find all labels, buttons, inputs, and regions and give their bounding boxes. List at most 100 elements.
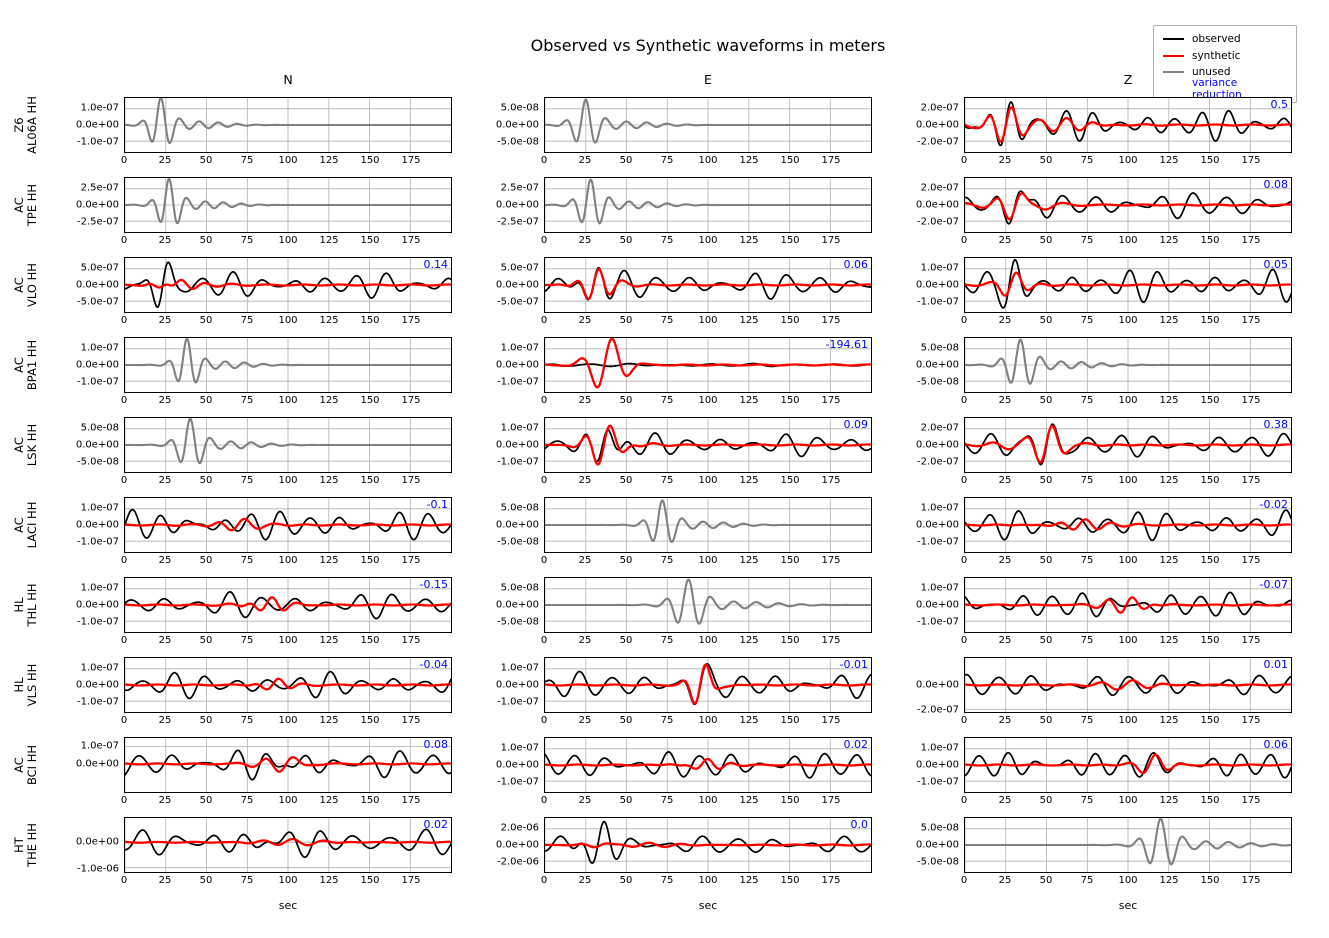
x-tick-label: 125 [1159, 315, 1179, 326]
legend-item-unused: unused [1163, 64, 1287, 81]
station-label-text: HL VLS HH [12, 663, 39, 707]
x-tick-label: 75 [1080, 555, 1094, 566]
plot-area [964, 817, 1292, 873]
column-header-Z: Z [1123, 72, 1133, 87]
observed-trace [965, 751, 1291, 779]
x-tick-label: 150 [360, 555, 380, 566]
y-tick-label: -1.0e-07 [917, 536, 959, 548]
x-tick-label: 175 [401, 875, 421, 886]
x-tick-label: 175 [401, 795, 421, 806]
x-tick-label: 150 [780, 315, 800, 326]
y-tick-label: 1.0e-07 [80, 502, 119, 514]
x-tick-label: 75 [240, 155, 254, 166]
x-tick-label: 50 [619, 475, 633, 486]
x-tick-label: 100 [698, 555, 718, 566]
x-tick-label: 100 [1118, 875, 1138, 886]
y-axis-ticks: 1.0e-07 0.0e+00 -1.0e-07 [52, 657, 124, 713]
subplot-bpa1-e: -194.61 0 25 50 75 100 125 150 175 [541, 337, 872, 417]
plot-area [124, 97, 452, 153]
subplot-thl-z: -0.07 0 25 50 75 100 125 150 175 [961, 577, 1292, 657]
unused-trace [125, 418, 451, 465]
x-tick-label: 50 [1039, 875, 1053, 886]
waveform-row-laci: AC LACI HH 1.0e-07 0.0e+00 -1.0e-07 -0.1 0 25 50… [0, 497, 1329, 577]
x-tick-label: 100 [698, 875, 718, 886]
x-tick-label: 50 [619, 875, 633, 886]
x-tick-label: 25 [578, 555, 592, 566]
variance-reduction-value: 0.0 [850, 818, 869, 831]
x-axis-ticks: 0 25 50 75 100 125 150 175 [121, 313, 452, 329]
x-tick-label: 100 [698, 315, 718, 326]
x-tick-label: 50 [199, 235, 213, 246]
x-tick-label: 0 [960, 475, 968, 486]
y-tick-label: 5.0e-08 [80, 422, 119, 434]
subplot-al06a-n: 0 25 50 75 100 125 150 175 [121, 97, 452, 177]
x-tick-label: 175 [401, 315, 421, 326]
unused-trace [545, 499, 871, 543]
waveform-canvas [965, 738, 1291, 792]
x-tick-label: 50 [199, 715, 213, 726]
x-tick-label: 150 [1200, 555, 1220, 566]
y-tick-label: 1.0e-07 [500, 662, 539, 674]
plot-area [544, 177, 872, 233]
station-code: VLS HH [25, 663, 39, 707]
variance-reduction-value: 0.14 [423, 258, 449, 271]
legend-swatch-unused [1163, 71, 1184, 74]
y-tick-label: 0.0e+00 [915, 599, 959, 611]
x-tick-label: 175 [401, 475, 421, 486]
x-axis-label-row: sec sec sec [0, 897, 1329, 919]
x-tick-label: 0 [540, 315, 548, 326]
x-tick-label: 25 [998, 715, 1012, 726]
y-axis-ticks: 5.0e-07 0.0e+00 -5.0e-07 [452, 257, 544, 313]
y-tick-label: 1.0e-07 [500, 342, 539, 354]
plot-area [544, 497, 872, 553]
x-tick-label: 75 [660, 715, 674, 726]
x-tick-label: 75 [1080, 235, 1094, 246]
y-axis-ticks: 5.0e-08 0.0e+00 -5.0e-08 [52, 417, 124, 473]
x-tick-label: 0 [960, 235, 968, 246]
station-code: LSK HH [25, 423, 39, 467]
waveform-canvas [545, 98, 871, 152]
x-tick-label: 0 [120, 475, 128, 486]
x-tick-label: 75 [660, 315, 674, 326]
station-code: THE HH [25, 823, 39, 867]
x-tick-label: 100 [278, 235, 298, 246]
x-tick-label: 0 [960, 715, 968, 726]
y-tick-label: -5.0e-08 [917, 856, 959, 868]
y-tick-label: 0.0e+00 [75, 439, 119, 451]
x-tick-label: 50 [619, 555, 633, 566]
plot-area: 0.05 [964, 257, 1292, 313]
subplot-lsk-e: 0.09 0 25 50 75 100 125 150 175 [541, 417, 872, 497]
x-tick-label: 75 [660, 155, 674, 166]
x-tick-label: 25 [158, 795, 172, 806]
x-axis-ticks: 0 25 50 75 100 125 150 175 [540, 713, 872, 729]
y-axis-ticks: 5.0e-08 0.0e+00 -5.0e-08 [872, 337, 964, 393]
y-tick-label: 0.0e+00 [915, 439, 959, 451]
station-code: AL06A HH [25, 96, 39, 154]
station-label-text: HL THL HH [12, 583, 39, 626]
x-tick-label: 150 [1200, 235, 1220, 246]
y-tick-label: 0.0e+00 [75, 836, 119, 848]
y-axis-ticks: 5.0e-07 0.0e+00 -5.0e-07 [52, 257, 124, 313]
x-tick-label: 0 [120, 555, 128, 566]
plot-area: 0.02 [544, 737, 872, 793]
x-tick-label: 25 [578, 875, 592, 886]
waveform-canvas [125, 258, 451, 312]
y-axis-ticks: 2.5e-07 0.0e+00 -2.5e-07 [52, 177, 124, 233]
x-tick-label: 175 [401, 555, 421, 566]
x-tick-label: 0 [960, 875, 968, 886]
subplot-bci-z: 0.06 0 25 50 75 100 125 150 175 [961, 737, 1292, 817]
station-code: LACI HH [25, 501, 39, 549]
legend-item-variance-reduction: variance reduction [1163, 77, 1287, 101]
x-tick-label: 75 [660, 395, 674, 406]
plot-area [124, 417, 452, 473]
waveform-row-tpe: AC TPE HH 2.5e-07 0.0e+00 -2.5e-07 0 25 50 75 100… [0, 177, 1329, 257]
x-tick-label: 50 [1039, 635, 1053, 646]
x-tick-label: 175 [821, 795, 841, 806]
synthetic-trace [965, 106, 1291, 143]
y-tick-label: 5.0e-08 [500, 102, 539, 114]
waveform-canvas [965, 578, 1291, 632]
x-tick-label: 100 [1118, 155, 1138, 166]
x-tick-label: 0 [540, 715, 548, 726]
x-tick-label: 150 [780, 475, 800, 486]
waveform-canvas [545, 818, 871, 872]
